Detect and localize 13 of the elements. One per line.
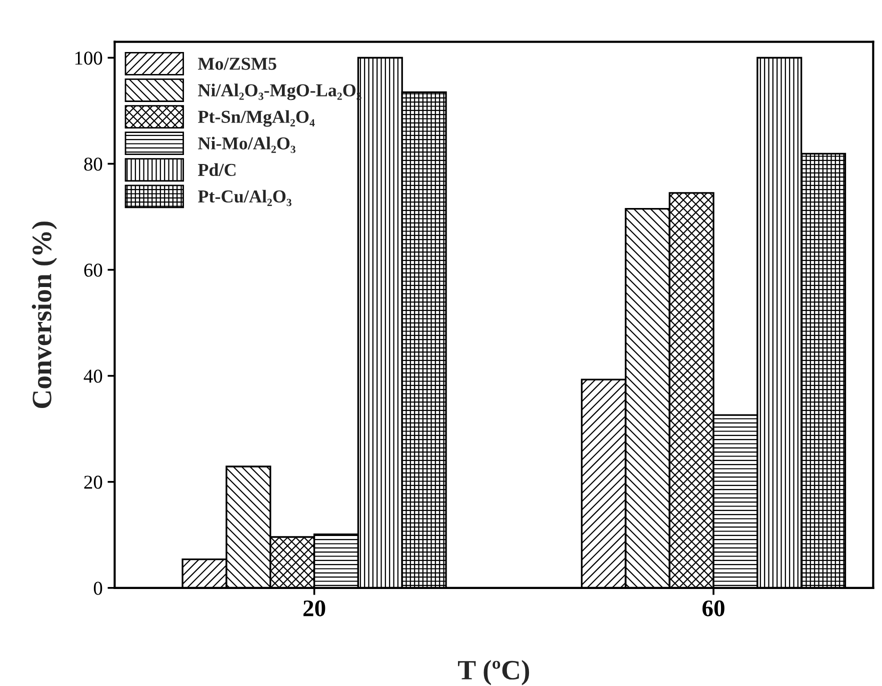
y-tick-label: 100 — [75, 52, 102, 65]
y-tick-label: 40 — [84, 370, 102, 383]
legend-label: Pt-Sn/MgAl₂O₄ — [198, 110, 315, 127]
x-axis-title: T (ºC) — [458, 660, 530, 686]
legend-label: Mo/ZSM5 — [198, 58, 276, 70]
legend-label: Pt-Cu/Al₂O₃ — [198, 190, 292, 206]
y-axis-title: Conversion (%) — [32, 222, 58, 408]
y-tick-label: 20 — [84, 476, 102, 489]
y-tick-label: 0 — [94, 582, 102, 595]
y-tick-label: 80 — [84, 158, 102, 171]
legend-label: Pd/C — [198, 163, 236, 176]
legend-label: Ni-Mo/Al₂O₃ — [198, 136, 296, 154]
y-tick-label: 60 — [84, 264, 102, 277]
